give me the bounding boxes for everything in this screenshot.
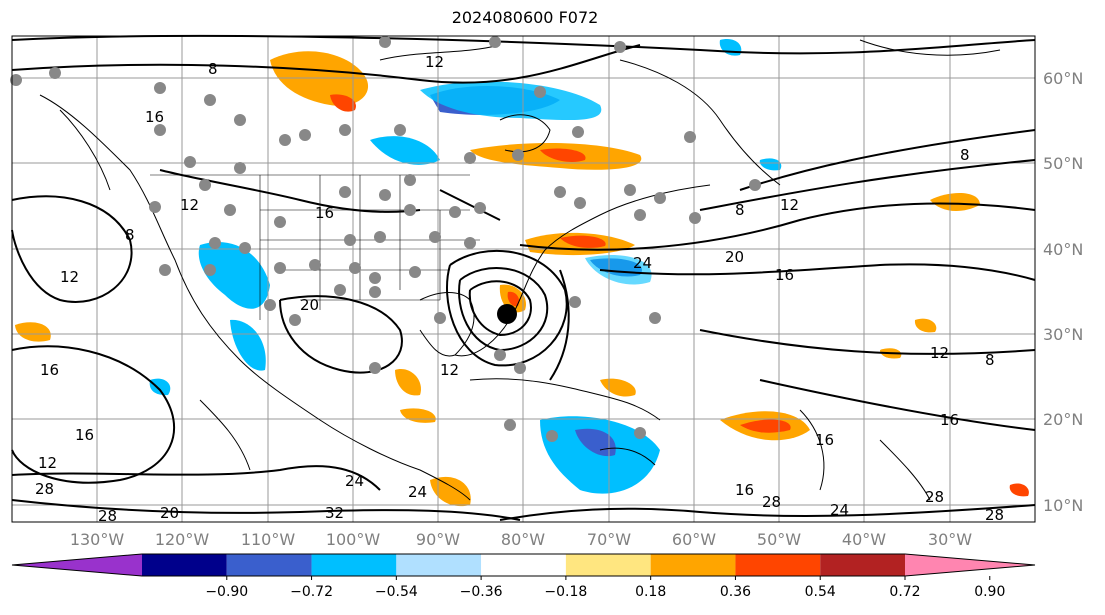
- colorbar-segment: [226, 554, 312, 576]
- contour-label: 24: [408, 483, 427, 501]
- colorbar: −0.90 −0.72 −0.54 −0.36 −0.18 0.18 0.36 0.54 0.7…: [11, 553, 1036, 600]
- lon-tick-label: 60°W: [672, 530, 716, 549]
- colorbar-tick-label: 0.18: [635, 584, 666, 600]
- colorbar-tick-label: 0.72: [889, 584, 920, 600]
- colorbar-segment: [396, 554, 482, 576]
- colorbar-segment: [311, 554, 397, 576]
- contour-label: 12: [930, 344, 949, 362]
- lat-tick-label: 30°N: [1043, 325, 1083, 344]
- colorbar-segment: [820, 554, 905, 576]
- lon-tick-label: 90°W: [416, 530, 460, 549]
- contour-label: 16: [940, 411, 959, 429]
- contour-label: 8: [735, 201, 745, 219]
- contour-label: 12: [780, 196, 799, 214]
- contour-label: 16: [775, 266, 794, 284]
- contour-label: 12: [425, 53, 444, 71]
- colorbar-tick-label: −0.54: [375, 584, 418, 600]
- contour-label: 28: [985, 506, 1004, 524]
- colorbar-extend-low: [12, 554, 142, 576]
- colorbar-tick-label: 0.36: [720, 584, 751, 600]
- contour-label: 12: [180, 196, 199, 214]
- contour-label: 16: [40, 361, 59, 379]
- contour-label: 24: [345, 472, 364, 490]
- colorbar-segment: [735, 554, 821, 576]
- lat-tick-label: 60°N: [1043, 69, 1083, 88]
- map-plot-area: 12 8 8 12 20 24 16 12 8 16 12 8 16 16 12…: [10, 34, 1036, 525]
- colorbar-segment: [481, 554, 566, 576]
- lon-tick-label: 50°W: [757, 530, 801, 549]
- lon-tick-label: 120°W: [155, 530, 210, 549]
- lat-tick-label: 50°N: [1043, 154, 1083, 173]
- contour-label: 28: [35, 480, 54, 498]
- lon-tick-label: 80°W: [501, 530, 545, 549]
- lat-tick-label: 40°N: [1043, 240, 1083, 259]
- colorbar-extend-high: [905, 554, 1035, 576]
- contour-label: 16: [315, 204, 334, 222]
- colorbar-tick-label: −0.72: [290, 584, 333, 600]
- colorbar-tick-label: 0.90: [974, 584, 1005, 600]
- colorbar-outline: [11, 553, 1036, 577]
- contour-label: 16: [735, 481, 754, 499]
- contour-label: 12: [38, 454, 57, 472]
- contour-label: 8: [960, 146, 970, 164]
- contour-label: 12: [440, 361, 459, 379]
- colorbar-segment: [565, 554, 651, 576]
- lat-tick-label: 20°N: [1043, 410, 1083, 429]
- thin-contours: [59, 109, 931, 501]
- lon-tick-label: 30°W: [928, 530, 972, 549]
- colorbar-segment: [142, 554, 227, 576]
- contour-label: 16: [145, 108, 164, 126]
- contour-label: 20: [725, 248, 744, 266]
- map-title: 2024080600 F072: [451, 8, 599, 27]
- contour-label: 20: [160, 504, 179, 522]
- lon-tick-label: 40°W: [842, 530, 886, 549]
- colorbar-segment: [650, 554, 736, 576]
- lon-tick-label: 70°W: [587, 530, 631, 549]
- contour-label: 24: [830, 501, 849, 519]
- contour-label: 8: [208, 60, 218, 78]
- contour-label: 28: [98, 507, 117, 525]
- contour-label: 28: [925, 488, 944, 506]
- contour-label-group: 12 8 8 12 20 24 16 12 8 16 12 8 16 16 12…: [35, 53, 1004, 525]
- colorbar-tick-label: 0.54: [805, 584, 836, 600]
- latitude-axis: 60°N 50°N 40°N 30°N 20°N 10°N: [1043, 69, 1083, 515]
- lon-tick-label: 130°W: [70, 530, 125, 549]
- contour-label: 24: [633, 254, 652, 272]
- lon-tick-label: 100°W: [326, 530, 381, 549]
- lat-tick-label: 10°N: [1043, 496, 1083, 515]
- contour-label: 16: [815, 431, 834, 449]
- state-borders: [150, 174, 480, 320]
- lon-tick-label: 110°W: [241, 530, 296, 549]
- contour-label: 8: [125, 226, 135, 244]
- storm-center-marker: [497, 304, 517, 324]
- colorbar-tick-label: −0.36: [460, 584, 503, 600]
- contour-label: 8: [985, 351, 995, 369]
- colorbar-tick-label: −0.18: [544, 584, 587, 600]
- contour-label: 20: [300, 296, 319, 314]
- contour-label: 16: [75, 426, 94, 444]
- colorbar-tick-label: −0.90: [205, 584, 248, 600]
- contour-label: 28: [762, 493, 781, 511]
- contour-label: 12: [60, 268, 79, 286]
- station-markers: [10, 36, 761, 442]
- contour-label: 32: [325, 504, 344, 522]
- longitude-axis: 130°W 120°W 110°W 100°W 90°W 80°W 70°W 6…: [70, 530, 972, 549]
